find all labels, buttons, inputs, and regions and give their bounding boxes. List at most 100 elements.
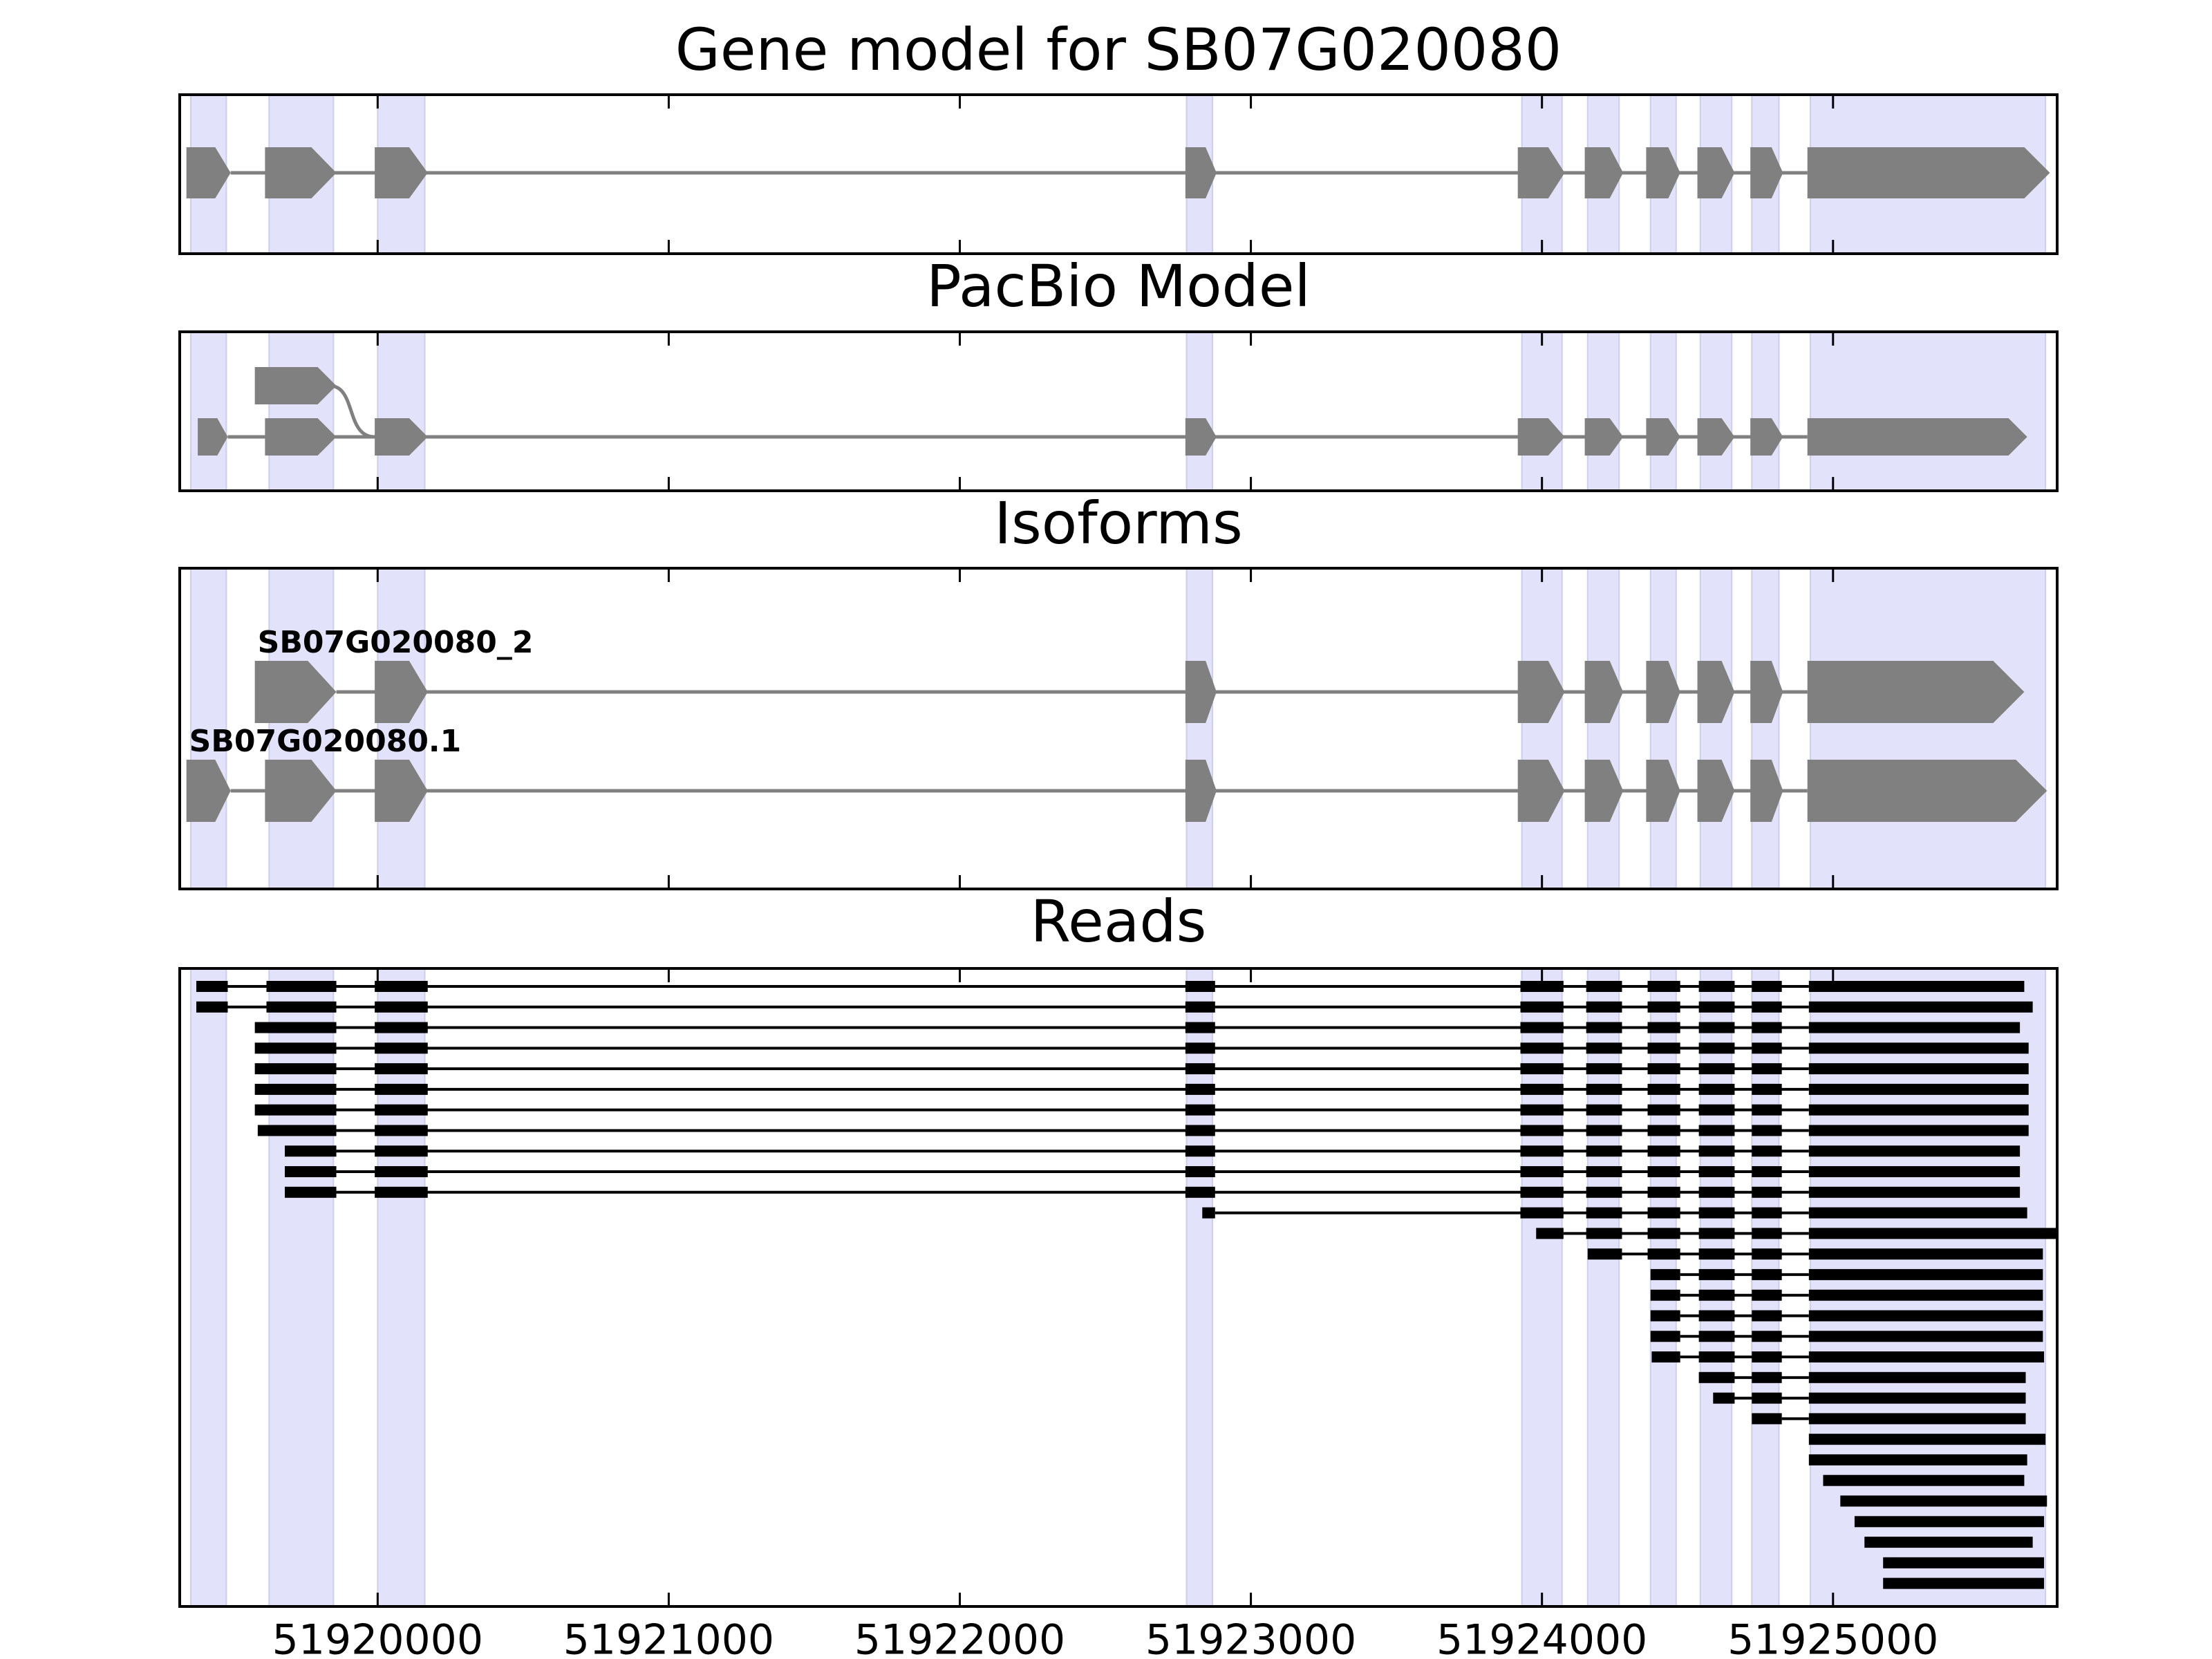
panel-frame: [178, 967, 2059, 1608]
read-block: [1586, 1104, 1622, 1116]
panel-frame: [178, 93, 2059, 255]
x-tick-label: 51920000: [272, 1616, 483, 1659]
exon: [198, 418, 228, 456]
read-block: [1752, 1289, 1782, 1301]
read-block: [375, 981, 428, 992]
read-block: [1536, 1228, 1564, 1239]
read-block: [1713, 1392, 1735, 1404]
read-block: [1647, 1166, 1680, 1178]
read-block: [266, 1001, 337, 1013]
exon: [1750, 147, 1783, 198]
read-block: [266, 981, 337, 992]
read-block: [1185, 981, 1215, 992]
read-block: [285, 1145, 337, 1157]
exon: [1697, 147, 1735, 198]
exon-highlight: [190, 568, 227, 890]
exon: [375, 147, 428, 198]
read-block: [1752, 1083, 1782, 1095]
read-block: [254, 1104, 337, 1116]
read-block: [1808, 1413, 2026, 1425]
exon: [186, 147, 231, 198]
read-block: [1808, 1104, 2029, 1116]
read-block: [1185, 1063, 1215, 1075]
read-block: [1808, 1042, 2029, 1054]
read-block: [1808, 1268, 2043, 1280]
read-block: [1854, 1516, 2045, 1528]
read-block: [1883, 1577, 2045, 1589]
exon: [1584, 418, 1624, 456]
exon: [1584, 147, 1624, 198]
read-block: [285, 1166, 337, 1178]
read-block: [1185, 1083, 1215, 1095]
read-block: [1808, 1207, 2027, 1219]
exon: [265, 418, 337, 456]
read-block: [1586, 981, 1622, 992]
read-block: [285, 1186, 337, 1198]
read-block: [1647, 981, 1680, 992]
exon: [1697, 760, 1735, 822]
read-block: [1520, 1145, 1564, 1157]
read-block: [1808, 1289, 2043, 1301]
read-block: [1698, 1104, 1735, 1116]
exon: [1697, 418, 1735, 456]
read-block: [1752, 1042, 1782, 1054]
read-block: [1698, 1042, 1735, 1054]
read-block: [1698, 1207, 1735, 1219]
exon-highlight: [1699, 568, 1733, 890]
read-block: [1808, 1454, 2027, 1465]
read-block: [196, 1001, 228, 1013]
exon: [1646, 760, 1680, 822]
isoform-label: SB07G020080_2: [258, 625, 534, 660]
exon-highlight: [1586, 568, 1620, 890]
read-block: [375, 1083, 428, 1095]
read-block: [1808, 1001, 2033, 1013]
x-tick-label: 51923000: [1145, 1616, 1356, 1659]
exon: [1517, 418, 1565, 456]
exon-highlight: [1809, 331, 2047, 491]
read-block: [1808, 1022, 2021, 1033]
read-block: [1185, 1125, 1215, 1136]
read-block: [1752, 1104, 1782, 1116]
read-block: [1698, 1248, 1735, 1260]
exon: [265, 147, 337, 198]
read-block: [1185, 1166, 1215, 1178]
read-block: [1587, 1248, 1622, 1260]
read-block: [254, 1063, 337, 1075]
exon-highlight: [190, 331, 227, 491]
exon: [1646, 418, 1680, 456]
exon-highlight: [1185, 568, 1214, 890]
read-block: [1520, 1186, 1564, 1198]
exon: [1517, 147, 1565, 198]
read-block: [1808, 1310, 2043, 1322]
read-block: [1808, 1248, 2043, 1260]
read-block: [1752, 1371, 1782, 1383]
read-block: [1520, 1022, 1564, 1033]
exon: [265, 760, 337, 822]
read-block: [1698, 1022, 1735, 1033]
read-block: [1698, 981, 1735, 992]
read-block: [1698, 1351, 1735, 1363]
read-block: [1647, 1248, 1680, 1260]
read-block: [1752, 1186, 1782, 1198]
read-block: [1651, 1351, 1680, 1363]
read-block: [375, 1186, 428, 1198]
read-block: [1647, 1228, 1680, 1239]
read-block: [1808, 1145, 2021, 1157]
exon: [1185, 661, 1217, 723]
read-block: [1808, 1125, 2029, 1136]
read-block: [375, 1104, 428, 1116]
read-block: [1808, 1392, 2026, 1404]
read-block: [1808, 1228, 2057, 1239]
exon: [1697, 661, 1735, 723]
read-block: [375, 1125, 428, 1136]
exon-highlight: [1521, 568, 1563, 890]
read-block: [1586, 1063, 1622, 1075]
read-block: [1752, 1413, 1782, 1425]
exon-highlight: [1586, 968, 1620, 1607]
read-block: [1650, 1289, 1680, 1301]
read-block: [1185, 1042, 1215, 1054]
read-block: [1752, 1351, 1782, 1363]
read-block: [1650, 1268, 1680, 1280]
exon-highlight: [1809, 568, 2047, 890]
exon-highlight: [1521, 331, 1563, 491]
